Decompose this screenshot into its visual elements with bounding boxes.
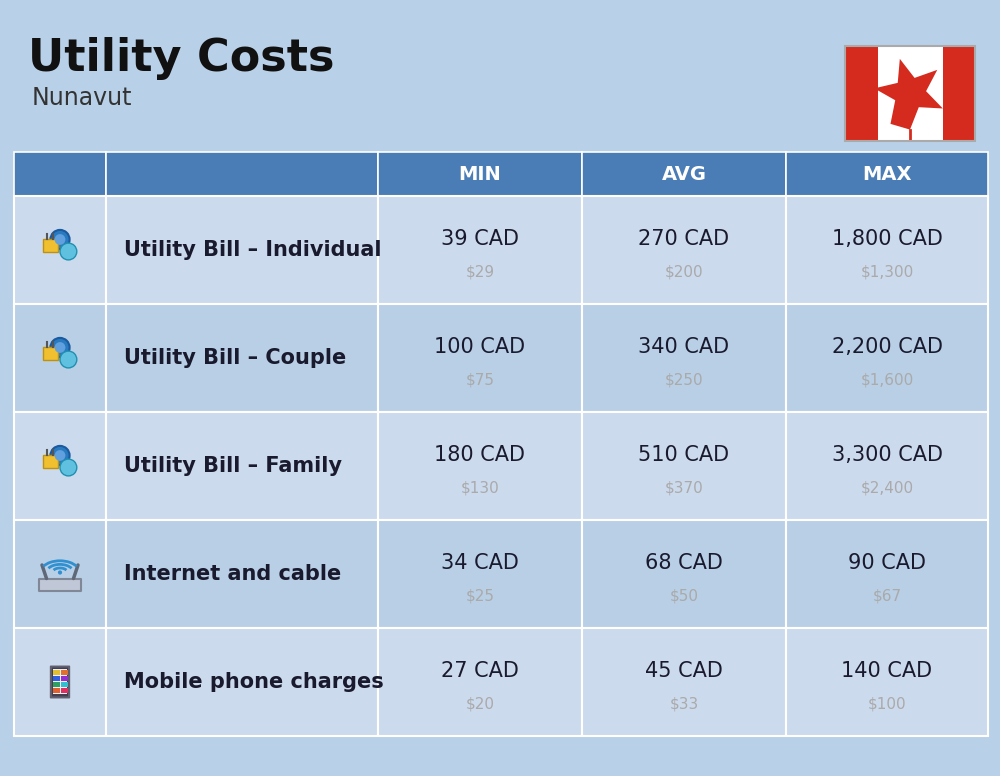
Bar	[378, 304, 582, 412]
Circle shape	[60, 243, 77, 260]
Bar	[786, 152, 988, 196]
Text: $33: $33	[669, 696, 699, 711]
Bar	[14, 520, 106, 628]
Text: 34 CAD: 34 CAD	[441, 553, 519, 573]
Bar	[878, 46, 942, 141]
Text: 1,800 CAD: 1,800 CAD	[832, 229, 942, 249]
Text: $67: $67	[872, 588, 902, 603]
Text: $2,400: $2,400	[860, 480, 914, 495]
Bar	[845, 46, 975, 141]
Text: 39 CAD: 39 CAD	[441, 229, 519, 249]
FancyBboxPatch shape	[51, 667, 69, 698]
Bar	[582, 520, 786, 628]
Bar	[61, 676, 68, 681]
Circle shape	[60, 459, 77, 476]
Bar	[43, 347, 58, 359]
Bar	[106, 304, 378, 412]
Bar	[786, 412, 988, 520]
Bar	[106, 196, 378, 304]
Text: $25: $25	[466, 588, 494, 603]
Bar	[786, 520, 988, 628]
Bar	[14, 196, 106, 304]
Circle shape	[60, 351, 77, 368]
Bar	[786, 196, 988, 304]
Bar	[43, 455, 58, 467]
Bar	[378, 412, 582, 520]
Text: Internet and cable: Internet and cable	[124, 564, 341, 584]
Bar	[378, 520, 582, 628]
Bar	[786, 628, 988, 736]
Text: MIN: MIN	[459, 165, 501, 183]
Text: 270 CAD: 270 CAD	[638, 229, 730, 249]
Text: $29: $29	[465, 264, 495, 279]
Bar	[582, 628, 786, 736]
Bar	[61, 688, 68, 693]
Bar	[53, 682, 60, 687]
Text: $1,300: $1,300	[860, 264, 914, 279]
Circle shape	[50, 446, 70, 465]
Text: 3,300 CAD: 3,300 CAD	[832, 445, 942, 465]
Text: $130: $130	[461, 480, 499, 495]
Circle shape	[55, 450, 65, 461]
Text: AVG: AVG	[662, 165, 706, 183]
Text: $200: $200	[665, 264, 703, 279]
Polygon shape	[874, 59, 943, 130]
Text: MAX: MAX	[862, 165, 912, 183]
Bar	[378, 152, 582, 196]
Bar	[53, 676, 60, 681]
Text: $20: $20	[466, 696, 494, 711]
Bar	[106, 520, 378, 628]
Bar	[14, 152, 106, 196]
Bar	[14, 628, 106, 736]
Text: $250: $250	[665, 372, 703, 387]
Bar	[942, 46, 975, 141]
Text: $1,600: $1,600	[860, 372, 914, 387]
Text: 45 CAD: 45 CAD	[645, 661, 723, 681]
Text: Utility Bill – Individual: Utility Bill – Individual	[124, 240, 382, 260]
Text: 510 CAD: 510 CAD	[638, 445, 730, 465]
Bar	[14, 412, 106, 520]
Text: $100: $100	[868, 696, 906, 711]
Text: $75: $75	[466, 372, 494, 387]
Text: 27 CAD: 27 CAD	[441, 661, 519, 681]
Bar	[378, 196, 582, 304]
Bar	[106, 628, 378, 736]
Bar	[53, 670, 60, 674]
Bar	[61, 682, 68, 687]
Text: $50: $50	[670, 588, 698, 603]
Text: $370: $370	[665, 480, 703, 495]
Bar	[582, 152, 786, 196]
Bar	[39, 578, 81, 591]
Text: 90 CAD: 90 CAD	[848, 553, 926, 573]
Bar	[61, 670, 68, 674]
Bar	[786, 304, 988, 412]
Text: 180 CAD: 180 CAD	[434, 445, 526, 465]
Bar	[43, 239, 58, 251]
Text: 68 CAD: 68 CAD	[645, 553, 723, 573]
Circle shape	[55, 342, 65, 353]
Bar	[845, 46, 878, 141]
Circle shape	[50, 338, 70, 357]
Circle shape	[50, 230, 70, 249]
Bar	[378, 628, 582, 736]
Bar	[582, 304, 786, 412]
Bar	[106, 152, 378, 196]
Bar	[582, 412, 786, 520]
Text: Utility Bill – Couple: Utility Bill – Couple	[124, 348, 346, 368]
Text: Nunavut: Nunavut	[32, 86, 132, 110]
Bar	[53, 688, 60, 693]
Circle shape	[58, 570, 62, 574]
Text: 2,200 CAD: 2,200 CAD	[832, 338, 942, 357]
Text: 340 CAD: 340 CAD	[638, 338, 730, 357]
Text: 100 CAD: 100 CAD	[434, 338, 526, 357]
Bar	[53, 670, 67, 694]
Text: Utility Costs: Utility Costs	[28, 36, 334, 79]
Bar	[106, 412, 378, 520]
Bar	[14, 304, 106, 412]
Text: 140 CAD: 140 CAD	[841, 661, 933, 681]
Text: Utility Bill – Family: Utility Bill – Family	[124, 456, 342, 476]
Bar	[582, 196, 786, 304]
Text: Mobile phone charges: Mobile phone charges	[124, 672, 384, 692]
Circle shape	[55, 234, 65, 245]
